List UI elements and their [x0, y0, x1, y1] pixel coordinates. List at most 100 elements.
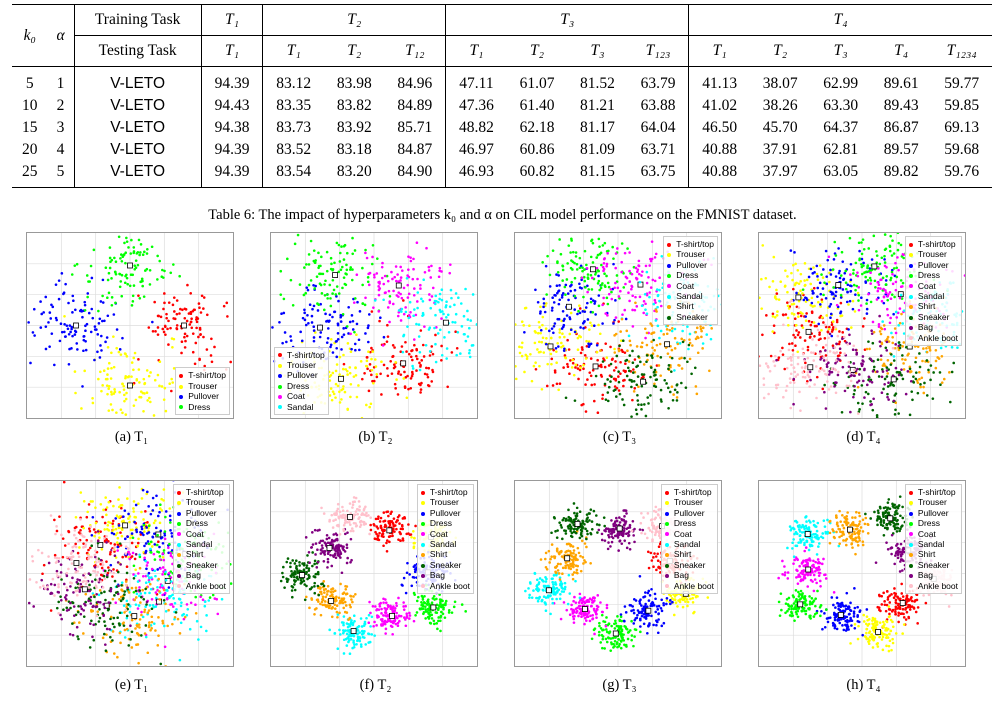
legend-dot-icon: [664, 490, 669, 495]
legend-label: Shirt: [917, 301, 936, 312]
cell-value: 83.52: [276, 141, 312, 158]
cell-value: 63.05: [810, 161, 871, 188]
legend-label: Shirt: [185, 549, 204, 560]
test-task: T₁₂₃₄: [931, 35, 992, 67]
cell-value: 45.70: [762, 119, 798, 136]
subfigure-label: (e) T₁: [114, 677, 149, 693]
cell-value: 38.26: [762, 97, 798, 114]
cell-method: V-LETO: [74, 161, 202, 188]
legend-entry: Shirt: [176, 549, 226, 560]
legend-entry: Sneaker: [420, 559, 470, 570]
test-task: T₁: [688, 35, 750, 67]
legend-entry: Dress: [908, 270, 958, 280]
legend-entry: T-shirt/top: [179, 370, 226, 380]
legend-label: Bag: [917, 322, 933, 333]
legend-dot-icon: [667, 294, 672, 299]
subfigure-label: (h) T₄: [846, 677, 881, 693]
legend-entry: Shirt: [908, 301, 958, 312]
legend-dot-icon: [176, 563, 181, 568]
legend-dot-icon: [420, 553, 425, 558]
legend-dot-icon: [278, 374, 282, 379]
legend-entry: Ankle boot: [908, 581, 958, 591]
cell-value: 81.21: [580, 97, 615, 114]
prototype-marker: [97, 541, 104, 548]
legend-label: Sandal: [673, 539, 701, 550]
legend-label: Sneaker: [673, 559, 706, 570]
legend-entry: Shirt: [667, 301, 714, 311]
legend-label: Bag: [185, 570, 201, 581]
train-task-1: T₁: [201, 4, 264, 36]
cluster-dress: [541, 237, 636, 314]
cell-value: 61.40: [519, 97, 555, 114]
cell-k0: 5: [12, 66, 48, 95]
legend-dot-icon: [908, 521, 913, 526]
legend-entry: Sandal: [420, 539, 470, 549]
cell-value: 69.13: [944, 119, 980, 136]
legend-label: Sandal: [676, 291, 703, 302]
legend-label: T-shirt/top: [287, 349, 325, 360]
cell-value: 84.96: [384, 66, 447, 95]
test-task: T₃: [567, 35, 628, 67]
subfigure-label: (b) T₂: [358, 429, 393, 445]
header-k0: k₀: [12, 4, 48, 67]
cluster-dress: [70, 235, 181, 313]
tsne-plot: T-shirt/top Trouser Pullover Dress Coat Sanda…: [270, 232, 478, 419]
legend-entry: Trouser: [420, 497, 470, 508]
plot-legend: T-shirt/top Trouser Pullover Dress Coat Sanda…: [416, 484, 474, 595]
legend-label: Trouser: [185, 497, 215, 508]
cell-value: 59.76: [931, 161, 992, 188]
legend-entry: Trouser: [278, 360, 325, 370]
prototype-marker: [400, 360, 407, 367]
prototype-marker: [592, 363, 599, 370]
plot-legend: T-shirt/top Trouser Pullover Dress Coat Sanda…: [660, 484, 718, 595]
legend-dot-icon: [176, 490, 181, 495]
legend-entry: Pullover: [908, 508, 958, 518]
legend-dot-icon: [420, 501, 425, 506]
legend-label: Sneaker: [429, 559, 462, 570]
cluster-sandal: [328, 613, 376, 656]
legend-dot-icon: [908, 284, 913, 289]
legend-entry: Dress: [420, 518, 470, 528]
legend-entry: Shirt: [664, 549, 714, 559]
legend-dot-icon: [176, 574, 181, 578]
cell-value: 83.20: [324, 161, 385, 188]
legend-entry: Dress: [664, 518, 714, 528]
cell-value: 83.12: [262, 66, 325, 95]
legend-dot-icon: [176, 532, 181, 537]
legend-entry: Pullover: [176, 508, 226, 518]
cluster-pullover: [815, 587, 869, 637]
prototype-marker: [547, 343, 554, 350]
legend-label: Dress: [917, 518, 941, 529]
cell-value: 83.18: [336, 141, 372, 158]
cell-value: 60.86: [519, 141, 555, 158]
legend-dot-icon: [664, 532, 669, 537]
legend-entry: Coat: [176, 529, 226, 539]
cell-value: 37.97: [749, 161, 811, 188]
cluster-shirt: [64, 566, 198, 666]
cell-value: 84.90: [384, 161, 447, 188]
legend-dot-icon: [278, 353, 282, 358]
legend-entry: T-shirt/top: [664, 487, 714, 497]
legend-entry: Sneaker: [176, 560, 226, 570]
subfigure-label: (c) T₃: [602, 429, 637, 445]
legend-dot-icon: [420, 584, 425, 589]
subfigure-label: (d) T₄: [846, 429, 881, 445]
tsne-plot: T-shirt/top Trouser Pullover Dress Coat Sanda…: [514, 232, 722, 419]
tsne-canvas: [515, 233, 721, 418]
prototype-marker: [589, 266, 596, 273]
legend-label: Trouser: [429, 497, 459, 508]
table-row: 20 4 V-LETO 94.39 83.52 83.18 84.87 46.97 60.86 8…: [12, 139, 992, 161]
legend-dot-icon: [667, 263, 672, 268]
prototype-marker: [73, 322, 79, 329]
legend-entry: Bag: [908, 322, 958, 333]
legend-label: Trouser: [676, 249, 706, 260]
legend-dot-icon: [664, 521, 669, 526]
prototype-marker: [430, 604, 437, 611]
cluster-trouser: [849, 605, 906, 653]
prototype-marker: [181, 322, 187, 329]
legend-label: Shirt: [429, 549, 448, 560]
cluster-t-shirt-top: [876, 582, 928, 631]
cluster-sandal: [524, 571, 582, 616]
legend-label: Ankle boot: [429, 580, 470, 591]
test-task: T₁: [445, 35, 507, 67]
